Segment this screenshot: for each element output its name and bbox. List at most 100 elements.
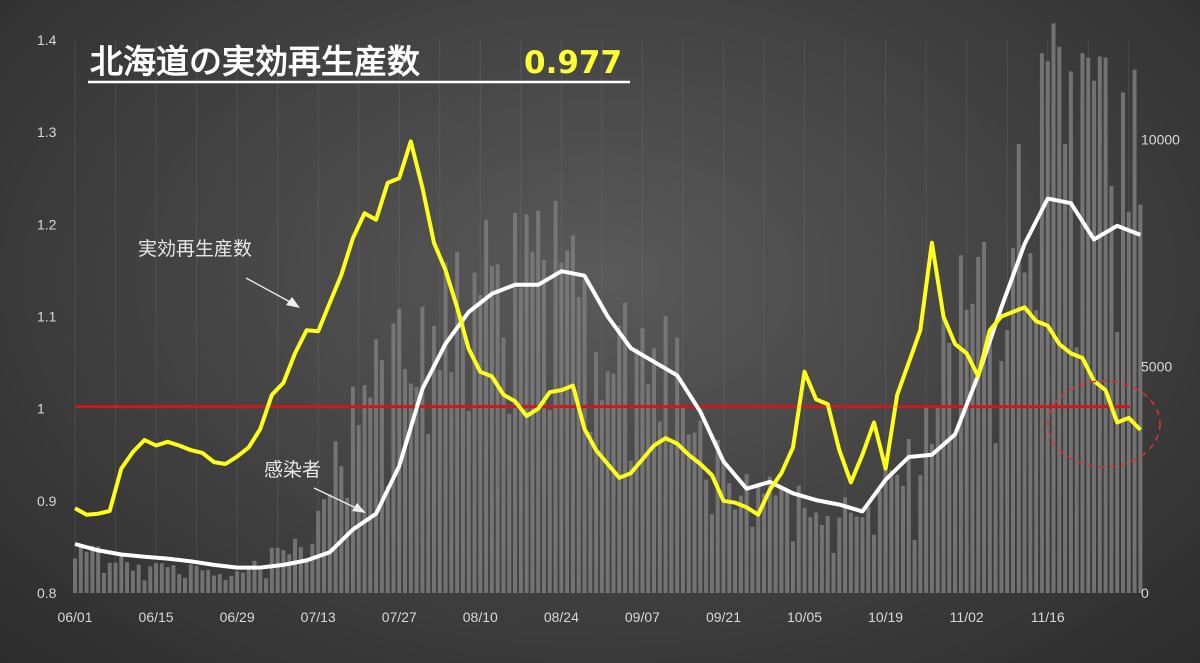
bar (599, 400, 604, 593)
bar (652, 348, 656, 593)
bar (1074, 347, 1079, 593)
bar (240, 572, 245, 593)
bar (327, 494, 332, 593)
bar (889, 470, 894, 593)
bar (657, 421, 662, 593)
bar (460, 315, 465, 593)
bar (883, 465, 888, 593)
right-axis-ticks: 0 5000 10000 (1141, 132, 1180, 601)
y-left-tick: 1.4 (37, 32, 57, 48)
bar (252, 560, 257, 593)
bar (1103, 57, 1108, 594)
bar (188, 564, 193, 593)
bar (848, 512, 853, 593)
y-left-tick: 1.1 (37, 309, 57, 325)
rt-annotation: 実効再生産数 (138, 238, 300, 308)
bar (495, 264, 500, 593)
bar (1120, 92, 1125, 594)
bar (767, 476, 772, 593)
cases-annotation-arrow (313, 487, 359, 510)
bar (310, 543, 315, 593)
bar (298, 547, 303, 593)
bar (588, 431, 593, 593)
bar (877, 490, 882, 593)
bar (194, 566, 199, 593)
bar (900, 485, 905, 593)
bar (426, 434, 431, 593)
bar (246, 566, 251, 593)
y-left-tick: 1.3 (37, 124, 57, 140)
rt-line (74, 139, 1142, 517)
bar (1132, 69, 1137, 594)
y-right-tick: 5000 (1141, 358, 1172, 374)
bar (379, 360, 384, 593)
bar (675, 337, 680, 593)
bar (397, 308, 402, 593)
bar (895, 474, 900, 593)
bar (408, 383, 413, 593)
y-left-tick: 0.8 (37, 585, 57, 601)
bar (501, 337, 506, 593)
x-tick: 11/02 (950, 609, 984, 625)
bar (698, 420, 703, 593)
bar (1097, 56, 1102, 594)
chart-title: 北海道の実効再生産数 0.977 (88, 42, 630, 84)
x-tick: 07/27 (382, 609, 417, 625)
bar (414, 386, 419, 593)
bar (605, 371, 610, 593)
bar (669, 444, 674, 593)
bar (107, 562, 112, 593)
bar (628, 460, 633, 593)
bar (113, 562, 118, 593)
bar (362, 385, 367, 593)
bar (906, 438, 911, 593)
bar (750, 526, 755, 593)
bar (136, 564, 141, 593)
bar (912, 539, 917, 593)
bar (443, 262, 448, 593)
bar (854, 516, 859, 593)
bar (999, 361, 1004, 593)
bar (333, 441, 338, 593)
x-tick: 10/05 (787, 609, 822, 625)
bar (1068, 71, 1073, 594)
cases-annotation-arrowhead (352, 503, 366, 513)
bar (223, 579, 228, 593)
bar (802, 508, 807, 593)
bar (570, 235, 575, 593)
bar (478, 295, 483, 593)
bar (524, 214, 529, 593)
bar (84, 551, 89, 593)
bar (559, 262, 564, 593)
bar (1092, 80, 1097, 594)
bar (142, 580, 147, 593)
bar (368, 397, 373, 593)
bar (455, 251, 460, 594)
bar (941, 315, 946, 593)
bar (692, 432, 697, 593)
bar (744, 474, 749, 593)
bar (489, 265, 494, 593)
bar (431, 326, 436, 593)
bar (1138, 204, 1143, 593)
cases-line (74, 196, 1142, 570)
x-axis-ticks: 06/01 06/15 06/29 07/13 07/27 08/10 08/24 09/07… (57, 609, 1064, 625)
bar (1086, 57, 1091, 594)
bar (1022, 272, 1027, 593)
bar (177, 574, 182, 593)
bar (987, 329, 992, 593)
bar (316, 510, 321, 593)
rt-annotation-arrow (245, 277, 293, 304)
bar (530, 251, 535, 593)
bar (211, 575, 216, 593)
bar (611, 373, 616, 593)
bar (73, 558, 77, 593)
bar (982, 241, 987, 593)
bar (264, 578, 269, 593)
bar (345, 497, 350, 593)
bar (843, 497, 848, 593)
bar (1051, 23, 1056, 593)
bar (200, 570, 205, 593)
bar (374, 339, 379, 593)
